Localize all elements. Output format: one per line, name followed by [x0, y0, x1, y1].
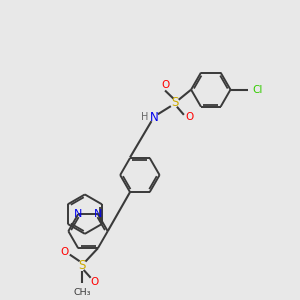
Text: CH₃: CH₃: [73, 288, 91, 297]
Text: O: O: [61, 247, 69, 257]
Text: O: O: [90, 277, 98, 287]
Text: Cl: Cl: [252, 85, 262, 94]
Text: O: O: [161, 80, 169, 90]
Text: S: S: [78, 259, 85, 272]
Text: H: H: [141, 112, 149, 122]
Text: N: N: [94, 209, 102, 219]
Text: O: O: [185, 112, 193, 122]
Text: N: N: [149, 111, 158, 124]
Text: S: S: [172, 96, 179, 109]
Text: N: N: [74, 209, 82, 219]
